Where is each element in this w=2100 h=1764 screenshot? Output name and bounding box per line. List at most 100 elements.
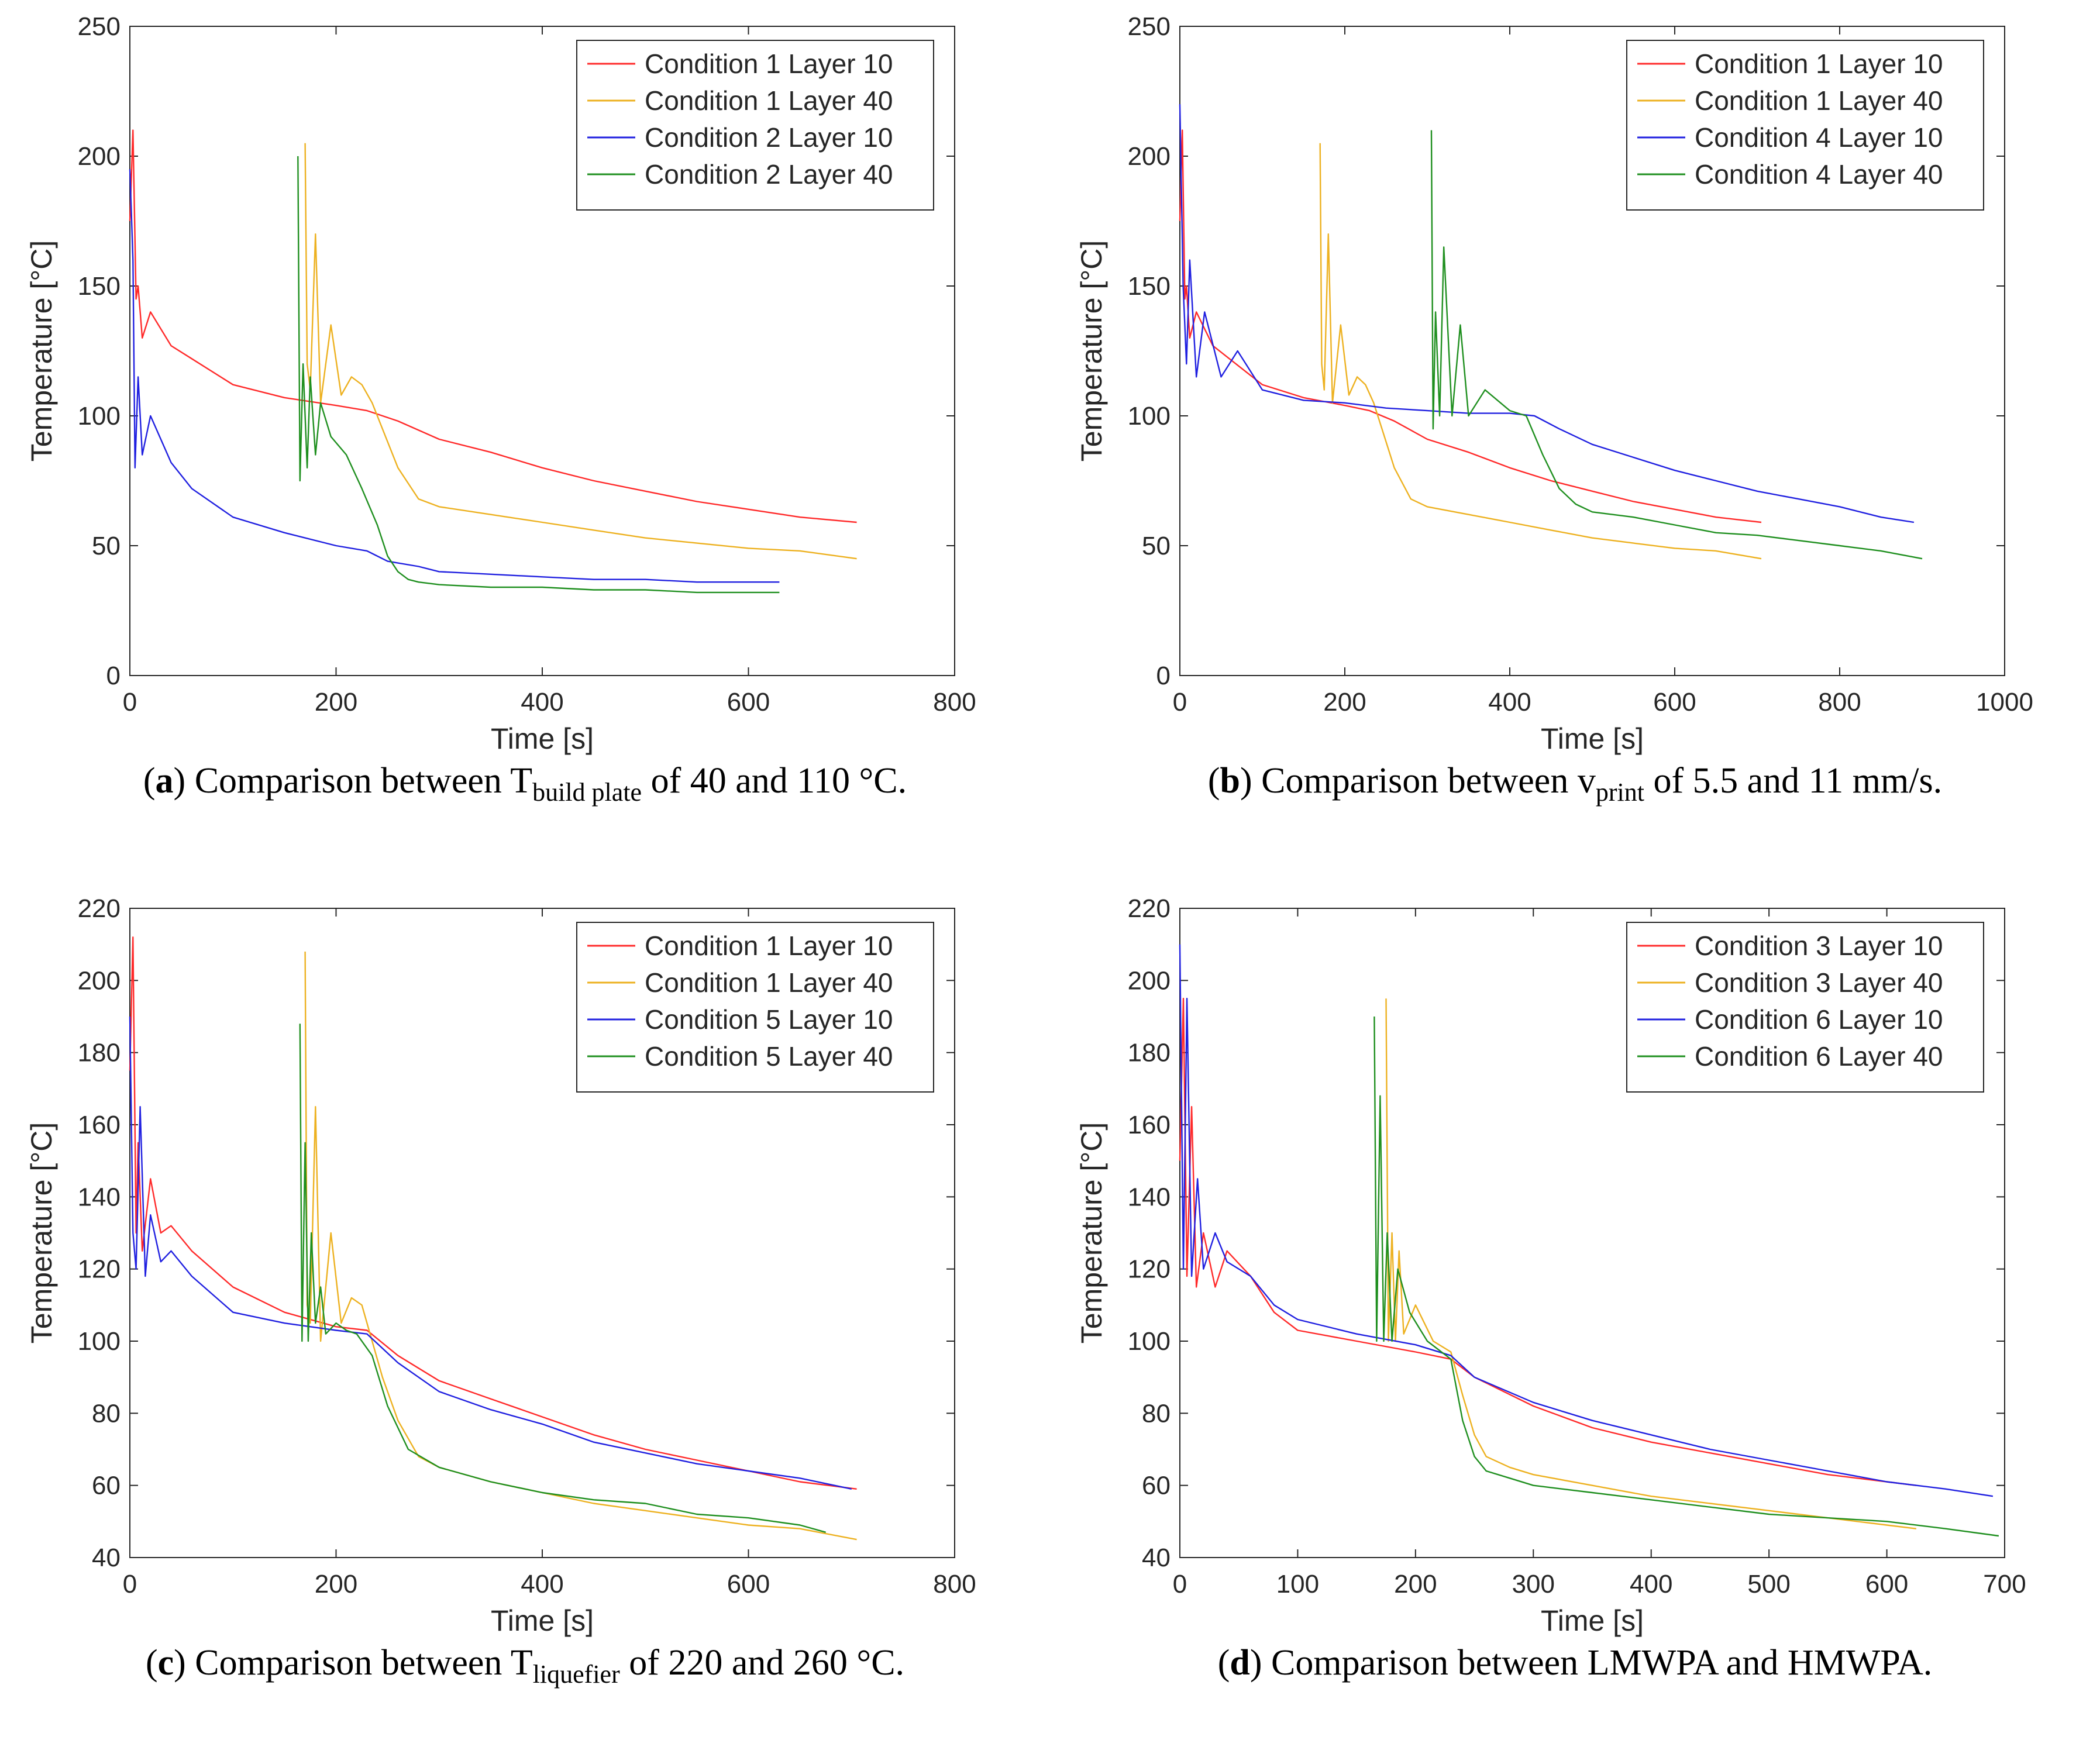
x-tick-label: 200 (1323, 688, 1366, 716)
x-axis-label: Time [s] (491, 1604, 594, 1637)
y-tick-label: 120 (1128, 1255, 1171, 1284)
chart-panel-c: 0 200 400 600 800 40 60 80 100 120 140 160 180 200 220… (0, 882, 1050, 1764)
legend-entry: Condition 2 Layer 40 (645, 159, 893, 190)
series-line-1 (129, 129, 857, 523)
y-tick-label: 200 (1128, 966, 1171, 995)
series-line-3 (1179, 944, 1994, 1497)
y-tick-label: 40 (1142, 1544, 1171, 1572)
y-tick-label: 50 (1142, 532, 1171, 560)
y-tick-label: 150 (78, 272, 121, 301)
y-tick-label: 120 (78, 1255, 121, 1284)
y-tick-label: 150 (1128, 272, 1171, 301)
x-axis-label: Time [s] (1541, 1604, 1644, 1637)
x-tick-label: 200 (1394, 1570, 1437, 1598)
legend-entry: Condition 2 Layer 10 (645, 122, 893, 153)
legend-entry: Condition 4 Layer 10 (1695, 122, 1943, 153)
x-tick-label: 200 (315, 688, 357, 716)
y-tick-label: 0 (106, 662, 121, 690)
series-line-4 (299, 1024, 827, 1533)
x-tick-label: 500 (1747, 1570, 1790, 1598)
x-tick-label: 800 (933, 1570, 976, 1598)
y-tick-label: 220 (78, 894, 121, 923)
x-tick-label: 0 (1173, 688, 1187, 716)
y-tick-label: 140 (1128, 1183, 1171, 1211)
y-tick-label: 250 (78, 12, 121, 41)
x-tick-label: 300 (1512, 1570, 1555, 1598)
y-tick-label: 220 (1128, 894, 1171, 923)
x-tick-label: 600 (1653, 688, 1696, 716)
y-tick-label: 160 (1128, 1111, 1171, 1139)
legend-box (576, 922, 934, 1093)
y-tick-label: 100 (1128, 402, 1171, 430)
legend-entry: Condition 6 Layer 40 (1695, 1041, 1943, 1072)
legend-entry: Condition 1 Layer 40 (1695, 85, 1943, 116)
legend-box (1626, 40, 1984, 211)
y-axis-label: Temperature [°C] (1075, 1122, 1108, 1343)
x-axis-label: Time [s] (491, 722, 594, 755)
legend-entry: Condition 1 Layer 10 (1695, 49, 1943, 79)
chart-panel-a: 0 200 400 600 800 0 50 100 150 200 250 Time [s] Temp… (0, 0, 1050, 882)
legend-entry: Condition 5 Layer 40 (645, 1041, 893, 1072)
y-tick-label: 50 (92, 532, 121, 560)
series-line-4 (1430, 130, 1923, 560)
y-tick-label: 80 (1142, 1399, 1171, 1428)
y-tick-label: 250 (1128, 12, 1171, 41)
legend-entry: Condition 1 Layer 10 (645, 49, 893, 79)
y-tick-label: 200 (78, 142, 121, 171)
caption-a: (a) Comparison between Tbuild plate of 4… (143, 761, 907, 807)
chart-panel-b: 0 200 400 600 800 1000 0 50 100 150 200 250 Time [s]… (1050, 0, 2100, 882)
legend-entry: Condition 1 Layer 40 (645, 967, 893, 998)
x-tick-label: 0 (123, 688, 137, 716)
chart-c: 0 200 400 600 800 40 60 80 100 120 140 160 180 200 220… (25, 894, 976, 1637)
series-line-2 (1319, 143, 1762, 560)
legend-entry: Condition 1 Layer 10 (645, 931, 893, 961)
x-tick-label: 600 (1865, 1570, 1908, 1598)
y-tick-label: 40 (92, 1544, 121, 1572)
chart-b: 0 200 400 600 800 1000 0 50 100 150 200 250 Time [s]… (1075, 12, 2033, 755)
y-tick-label: 160 (78, 1111, 121, 1139)
legend-box (1626, 922, 1984, 1093)
y-tick-label: 200 (1128, 142, 1171, 171)
legend-entry: Condition 1 Layer 40 (645, 85, 893, 116)
y-tick-label: 100 (78, 1327, 121, 1356)
x-tick-label: 0 (1173, 1570, 1187, 1598)
series-line-4 (1373, 1016, 1999, 1537)
x-tick-label: 400 (521, 688, 563, 716)
y-tick-label: 80 (92, 1399, 121, 1428)
legend-entry: Condition 3 Layer 10 (1695, 931, 1943, 961)
y-tick-label: 180 (1128, 1039, 1171, 1067)
y-tick-label: 100 (78, 402, 121, 430)
y-tick-label: 180 (78, 1039, 121, 1067)
series-line-3 (129, 1016, 852, 1490)
legend-entry: Condition 4 Layer 40 (1695, 159, 1943, 190)
series-line-2 (1385, 998, 1917, 1529)
caption-d: (d) Comparison between LMWPA and HMWPA. (1217, 1643, 1933, 1683)
x-tick-label: 700 (1983, 1570, 2026, 1598)
series-line-3 (1179, 104, 1915, 523)
y-tick-label: 60 (92, 1472, 121, 1500)
legend-entry: Condition 5 Layer 10 (645, 1004, 893, 1035)
x-tick-label: 400 (521, 1570, 563, 1598)
x-tick-label: 0 (123, 1570, 137, 1598)
y-axis-label: Temperature [°C] (25, 240, 58, 461)
y-tick-label: 100 (1128, 1327, 1171, 1356)
y-tick-label: 140 (78, 1183, 121, 1211)
x-tick-label: 1000 (1976, 688, 2033, 716)
x-tick-label: 100 (1276, 1570, 1319, 1598)
caption-b: (b) Comparison between vprint of 5.5 and… (1207, 761, 1943, 807)
y-axis-label: Temperature [°C] (1075, 240, 1108, 461)
legend-entry: Condition 6 Layer 10 (1695, 1004, 1943, 1035)
caption-c: (c) Comparison between Tliquefier of 220… (145, 1643, 905, 1689)
y-tick-label: 200 (78, 966, 121, 995)
x-tick-label: 400 (1488, 688, 1531, 716)
legend-box (576, 40, 934, 211)
y-tick-label: 60 (1142, 1472, 1171, 1500)
chart-a: 0 200 400 600 800 0 50 100 150 200 250 Time [s] Temp… (25, 12, 976, 755)
y-axis-label: Temperature [°C] (25, 1122, 58, 1343)
x-tick-label: 400 (1630, 1570, 1672, 1598)
y-tick-label: 0 (1156, 662, 1171, 690)
x-tick-label: 600 (727, 1570, 770, 1598)
series-line-1 (129, 936, 857, 1490)
x-tick-label: 800 (1818, 688, 1861, 716)
chart-panel-d: 0 100 200 300 400 500 600 700 40 60 80 100 120 140 160… (1050, 882, 2100, 1764)
